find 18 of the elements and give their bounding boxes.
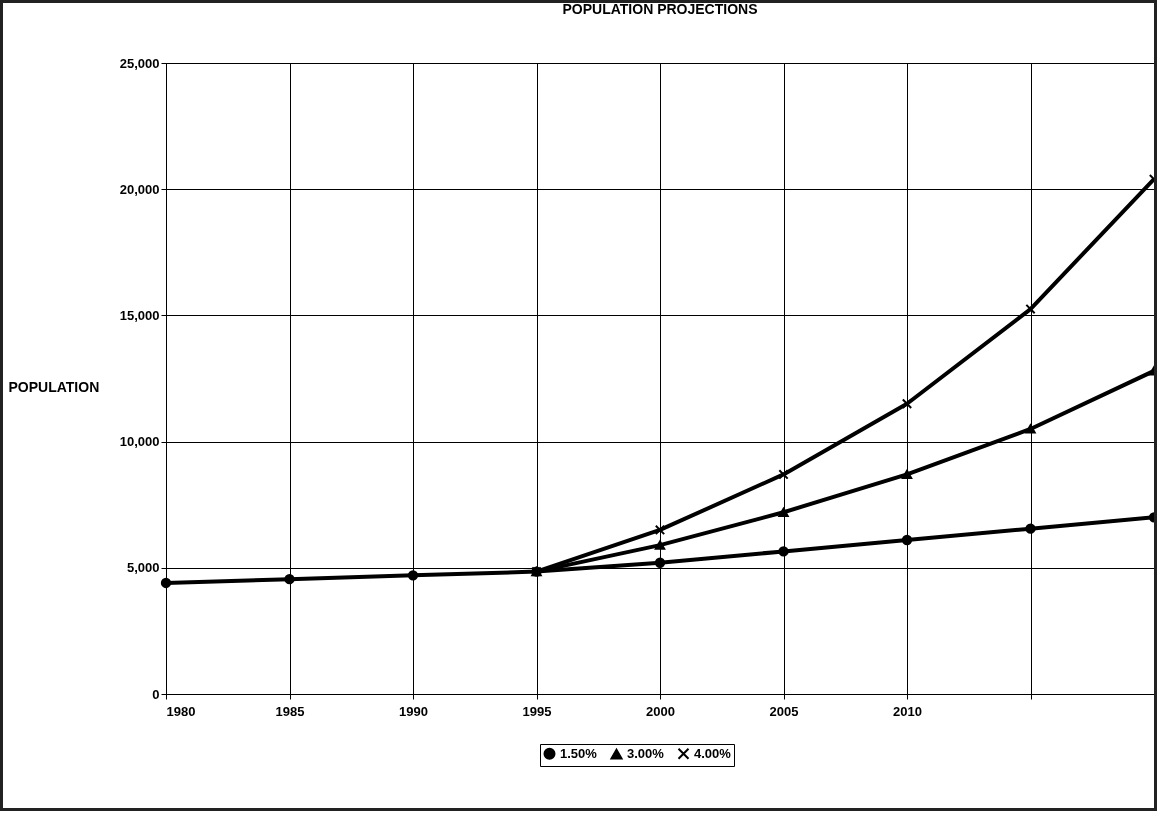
y-tick-label: 5,000 (126, 560, 160, 576)
x-tick-label: 2010 (893, 703, 922, 719)
legend-label: 4.00% (694, 745, 732, 761)
x-tick-label: 2005 (769, 703, 799, 719)
y-tick-label: 20,000 (119, 181, 160, 197)
x-tick-label: 1985 (275, 703, 305, 719)
y-axis-title: POPULATION (8, 378, 100, 395)
legend-label: 3.00% (627, 746, 665, 762)
x-tick-label: 1995 (522, 703, 552, 719)
y-tick-label: 0 (152, 686, 160, 702)
y-tick-label: 15,000 (119, 307, 160, 323)
x-tick-label: 2000 (646, 703, 675, 719)
legend-label: 1.50% (560, 745, 598, 761)
x-tick-label: 1990 (399, 703, 428, 719)
x-tick-label: 1980 (166, 703, 196, 719)
y-tick-label: 25,000 (119, 55, 160, 71)
y-tick-label: 10,000 (119, 434, 160, 450)
chart-title: POPULATION PROJECTIONS (562, 1, 758, 17)
